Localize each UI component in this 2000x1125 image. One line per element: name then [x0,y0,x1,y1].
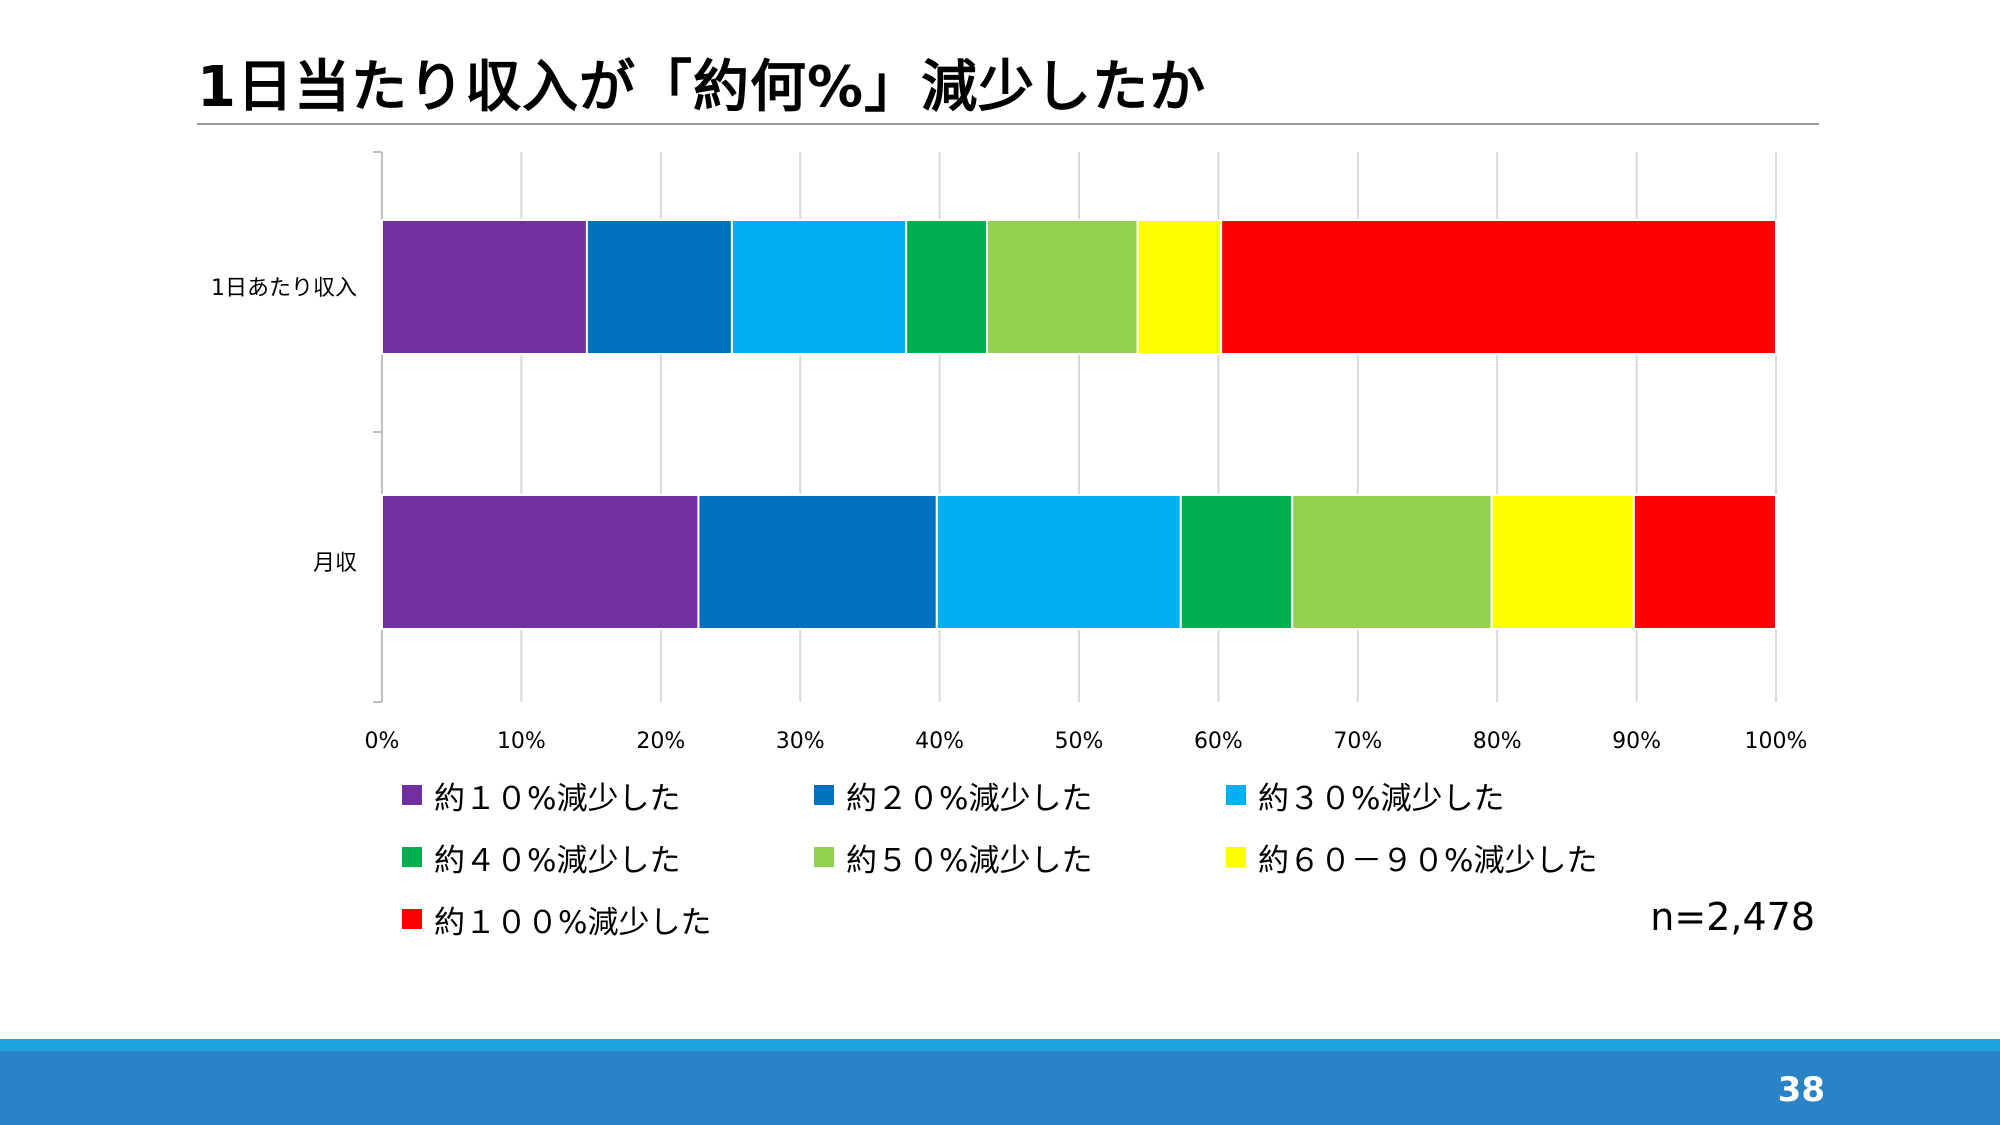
bar-segment [1179,494,1294,630]
legend-label: 約２０%減少した [846,780,1093,817]
x-tick-label: 20% [636,729,685,754]
bar-segment [985,219,1139,355]
bar-segment [730,219,908,355]
x-tick-label: 60% [1194,729,1243,754]
x-tick-label: 30% [776,729,825,754]
legend-item: 約３０%減少した [1226,775,1505,817]
legend-item: 約４０%減少した [402,837,681,879]
footer-accent-band [0,1039,2000,1051]
bar-segment [935,494,1182,630]
legend-label: 約３０%減少した [1258,780,1505,817]
bar-segment [381,219,588,355]
x-tick-label: 90% [1612,729,1661,754]
bar-segment [1632,494,1778,630]
legend-swatch [402,785,422,805]
legend-label: 約５０%減少した [846,842,1093,879]
x-tick-label: 100% [1745,729,1808,754]
legend-label: 約４０%減少した [434,842,681,879]
footer-band [0,1051,2000,1125]
sample-size-label: n=2,478 [1650,895,1815,939]
legend-swatch [402,847,422,867]
legend-swatch [814,785,834,805]
legend-swatch [814,847,834,867]
x-tick-label: 70% [1333,729,1382,754]
bar-segment [1490,494,1635,630]
page-title: 1日当たり収入が「約何%」減少したか [197,55,1207,120]
legend-item: 約１００%減少した [402,899,712,941]
legend-item: 約６０－９０%減少した [1226,837,1598,879]
legend-swatch [1226,785,1246,805]
legend-item: 約２０%減少した [814,775,1093,817]
bar-segment [697,494,938,630]
x-tick-label: 0% [365,729,400,754]
bar-segment [1291,494,1493,630]
legend-label: 約１００%減少した [434,904,712,941]
x-tick-label: 50% [1055,729,1104,754]
bar-segment [1220,219,1777,355]
title-divider [197,123,1819,125]
x-tick-label: 10% [497,729,546,754]
bar-segment [1136,219,1223,355]
bar-segment [381,494,700,630]
legend-label: 約６０－９０%減少した [1258,842,1598,879]
legend-label: 約１０%減少した [434,780,681,817]
legend-item: 約５０%減少した [814,837,1093,879]
x-tick-label: 40% [915,729,964,754]
legend-swatch [1226,847,1246,867]
page-number: 38 [1777,1070,1825,1110]
category-label: 月収 [313,551,357,576]
category-label: 1日あたり収入 [211,276,357,301]
x-tick-label: 80% [1473,729,1522,754]
legend-item: 約１０%減少した [402,775,681,817]
bar-segment [905,219,988,355]
bar-segment [585,219,733,355]
legend-swatch [402,909,422,929]
